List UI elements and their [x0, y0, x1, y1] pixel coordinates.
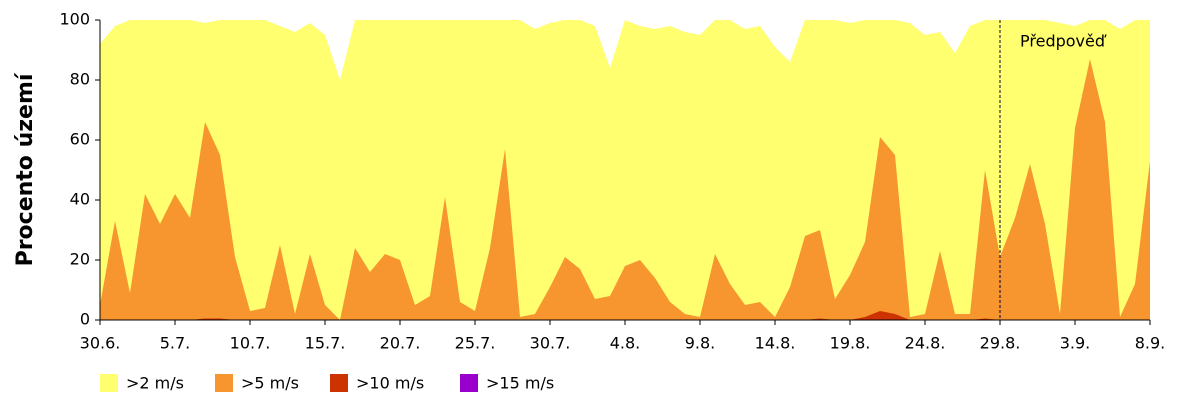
y-tick-label: 80: [70, 70, 90, 89]
x-tick-label: 29.8.: [980, 334, 1021, 353]
x-tick-label: 15.7.: [305, 334, 346, 353]
annotation: Předpověď: [1020, 32, 1107, 51]
x-tick-label: 5.7.: [160, 334, 191, 353]
y-axis-label: Procento území: [13, 72, 38, 266]
x-tick-label: 10.7.: [230, 334, 271, 353]
x-tick-label: 30.6.: [80, 334, 121, 353]
y-tick-label: 100: [59, 10, 90, 29]
area: [100, 311, 1150, 320]
x-tick-label: 30.7.: [530, 334, 571, 353]
legend-swatch: [215, 374, 233, 392]
area: [100, 59, 1150, 320]
legend-label: >10 m/s: [356, 374, 424, 393]
x-tick-label: 25.7.: [455, 334, 496, 353]
x-tick-label: 14.8.: [755, 334, 796, 353]
x-tick-label: 3.9.: [1060, 334, 1091, 353]
x-tick-label: 8.9.: [1135, 334, 1166, 353]
legend-swatch: [330, 374, 348, 392]
y-tick-label: 40: [70, 190, 90, 209]
x-tick-label: 20.7.: [380, 334, 421, 353]
y-tick-label: 0: [80, 310, 90, 329]
x-tick-label: 4.8.: [610, 334, 641, 353]
legend-label: >2 m/s: [126, 374, 184, 393]
legend-label: >15 m/s: [486, 374, 554, 393]
y-tick-label: 60: [70, 130, 90, 149]
legend-swatch: [460, 374, 478, 392]
y-tick-label: 20: [70, 250, 90, 269]
legend-label: >5 m/s: [241, 374, 299, 393]
legend-swatch: [100, 374, 118, 392]
x-tick-label: 24.8.: [905, 334, 946, 353]
x-tick-label: 9.8.: [685, 334, 716, 353]
x-tick-label: 19.8.: [830, 334, 871, 353]
